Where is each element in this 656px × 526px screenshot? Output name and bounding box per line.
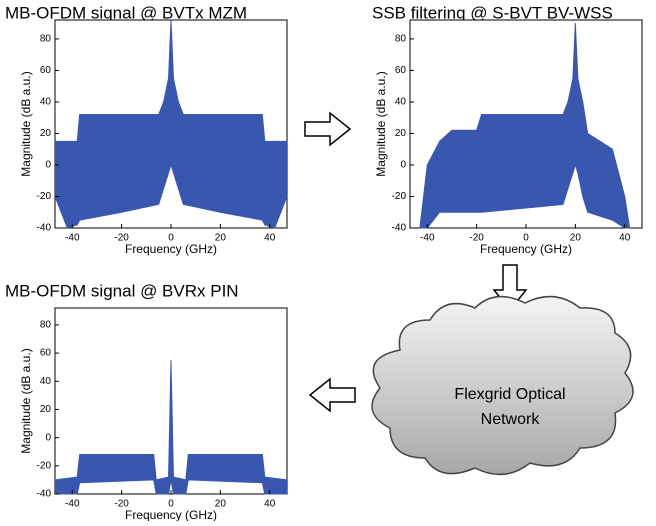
cloud-label: Flexgrid Optical bbox=[454, 386, 565, 403]
y-axis-label: Magnitude (dB a.u.) bbox=[374, 71, 388, 176]
x-tick-label: 20 bbox=[215, 499, 227, 510]
chart-title: MB-OFDM signal @ BVRx PIN bbox=[5, 281, 239, 300]
y-tick-label: 0 bbox=[45, 432, 51, 443]
y-tick-label: 80 bbox=[395, 34, 407, 45]
x-tick-label: 40 bbox=[619, 233, 631, 244]
cloud bbox=[371, 295, 634, 476]
y-tick-label: -40 bbox=[392, 223, 407, 234]
x-tick-label: -40 bbox=[65, 499, 80, 510]
y-tick-label: 40 bbox=[395, 97, 407, 108]
x-axis-label: Frequency (GHz) bbox=[480, 242, 572, 256]
x-tick-label: 40 bbox=[264, 233, 276, 244]
x-tick-label: 20 bbox=[215, 233, 227, 244]
y-axis-label: Magnitude (dB a.u.) bbox=[19, 71, 33, 176]
y-tick-label: 0 bbox=[45, 160, 51, 171]
x-tick-label: 20 bbox=[570, 233, 582, 244]
chart-title: SSB filtering @ S-BVT BV-WSS bbox=[372, 3, 613, 22]
x-tick-label: 0 bbox=[523, 233, 529, 244]
spectrum-lower bbox=[55, 479, 287, 495]
y-tick-label: -40 bbox=[37, 223, 52, 234]
y-axis-label: Magnitude (dB a.u.) bbox=[19, 348, 33, 453]
spectrum-upper bbox=[54, 360, 288, 481]
x-tick-label: -20 bbox=[114, 499, 129, 510]
spectrum-upper bbox=[419, 23, 631, 229]
x-axis-label: Frequency (GHz) bbox=[125, 508, 217, 521]
spectrum-upper bbox=[55, 19, 287, 142]
spectrum-fill bbox=[55, 360, 287, 494]
arrow-left bbox=[308, 377, 356, 413]
x-tick-label: 40 bbox=[264, 499, 276, 510]
y-tick-label: 0 bbox=[400, 160, 406, 171]
y-tick-label: 60 bbox=[395, 65, 407, 76]
y-tick-label: 40 bbox=[40, 376, 52, 387]
y-tick-label: 60 bbox=[40, 65, 52, 76]
x-tick-label: 0 bbox=[168, 233, 174, 244]
x-tick-label: -40 bbox=[65, 233, 80, 244]
y-tick-label: -20 bbox=[37, 460, 52, 471]
x-axis-label: Frequency (GHz) bbox=[125, 242, 217, 256]
x-tick-label: -40 bbox=[420, 233, 435, 244]
y-tick-label: 20 bbox=[40, 128, 52, 139]
y-tick-label: -40 bbox=[37, 489, 52, 500]
cloud-label: Network bbox=[481, 411, 541, 428]
y-tick-label: 80 bbox=[40, 34, 52, 45]
x-tick-label: -20 bbox=[114, 233, 129, 244]
x-tick-label: 0 bbox=[168, 499, 174, 510]
y-tick-label: 20 bbox=[40, 404, 52, 415]
spectrum-lower bbox=[54, 163, 288, 229]
y-tick-label: 60 bbox=[40, 348, 52, 359]
spectrum-lower bbox=[419, 163, 630, 229]
arrow-right bbox=[304, 111, 352, 147]
y-tick-label: 80 bbox=[40, 320, 52, 331]
x-tick-label: -20 bbox=[469, 233, 484, 244]
spectrum-fill bbox=[55, 20, 287, 228]
y-tick-label: 20 bbox=[395, 128, 407, 139]
y-tick-label: -20 bbox=[392, 191, 407, 202]
chart-title: MB-OFDM signal @ BVTx MZM bbox=[5, 3, 247, 22]
y-tick-label: 40 bbox=[40, 97, 52, 108]
y-tick-label: -20 bbox=[37, 191, 52, 202]
